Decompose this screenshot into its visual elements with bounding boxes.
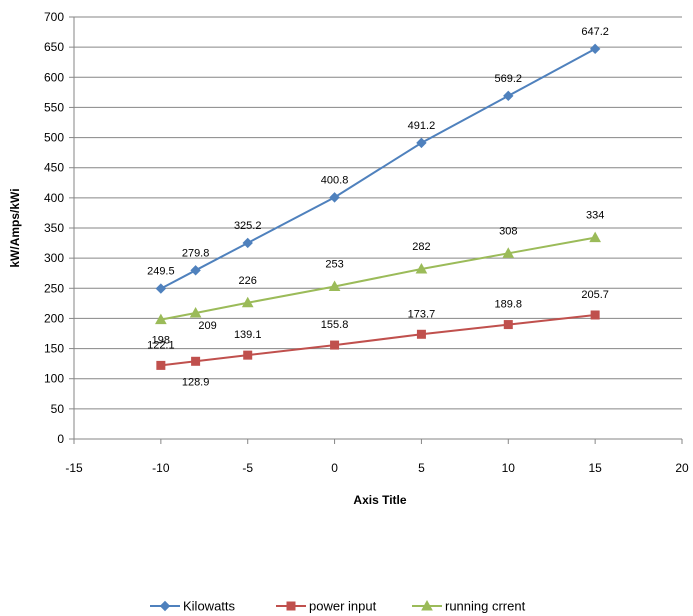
axes (69, 16, 683, 444)
y-tick-label: 500 (44, 131, 64, 145)
data-label: 282 (412, 241, 430, 253)
y-tick-label: 550 (44, 100, 64, 114)
y-tick-label: 400 (44, 191, 64, 205)
data-point (189, 306, 202, 318)
legend-marker (286, 601, 296, 611)
data-point (503, 320, 513, 330)
y-tick-label: 650 (44, 40, 64, 54)
x-tick-label: 0 (331, 461, 338, 475)
data-label: 139.1 (234, 329, 262, 341)
data-label: 569.2 (495, 73, 523, 85)
y-tick-label: 350 (44, 221, 64, 235)
x-tick-label: 15 (588, 461, 602, 475)
y-tick-label: 600 (44, 70, 64, 84)
data-point (155, 313, 167, 325)
data-point (589, 43, 601, 55)
legend: Kilowatts power input running crrent (150, 599, 526, 614)
legend-label: power input (309, 599, 377, 614)
data-point (328, 280, 341, 291)
data-point (415, 262, 428, 274)
y-tick-label: 100 (44, 372, 64, 386)
data-label: 279.8 (182, 247, 210, 259)
legend-item: running crrent (412, 599, 526, 614)
legend-marker (159, 600, 171, 612)
data-label: 189.8 (495, 299, 523, 311)
data-label: 226 (239, 275, 257, 287)
x-axis-title: Axis Title (353, 493, 406, 507)
y-tick-label: 0 (57, 432, 64, 446)
y-tick-label: 300 (44, 251, 64, 265)
data-label: 308 (499, 225, 517, 237)
data-label: 205.7 (581, 289, 609, 301)
data-point (416, 329, 426, 339)
y-tick-label: 200 (44, 311, 64, 325)
series-line-kilowatts (160, 47, 596, 290)
data-label: 155.8 (321, 319, 349, 331)
data-point (241, 296, 254, 308)
legend-label: Kilowatts (183, 599, 236, 614)
legend-item: Kilowatts (150, 599, 236, 614)
data-point (156, 360, 166, 370)
x-tick-label: -5 (242, 461, 253, 475)
data-label: 173.7 (408, 308, 436, 320)
x-tick-label: 20 (675, 461, 689, 475)
x-tick-label: -15 (65, 461, 83, 475)
plot-area (155, 43, 601, 370)
series-line-power-input (160, 313, 596, 367)
y-tick-label: 150 (44, 342, 64, 356)
y-axis-title: kW/Amps/kWi (8, 188, 22, 267)
data-point (502, 247, 515, 258)
data-point (191, 356, 201, 366)
x-tick-label: -10 (152, 461, 170, 475)
data-label: 122.1 (147, 339, 175, 351)
y-tick-label: 450 (44, 161, 64, 175)
data-label: 400.8 (321, 174, 349, 186)
data-point (190, 265, 201, 276)
data-label: 128.9 (182, 376, 210, 388)
gridlines (74, 16, 682, 410)
data-point (329, 192, 340, 203)
data-label: 325.2 (234, 220, 262, 232)
x-tick-label: 10 (502, 461, 516, 475)
legend-label: running crrent (445, 599, 526, 614)
data-label: 253 (325, 258, 343, 270)
data-label: 334 (586, 210, 604, 222)
x-tick-label: 5 (418, 461, 425, 475)
data-labels: 249.5 279.8 325.2 400.8 491.2 569.2 647.2 122.1… (147, 26, 609, 388)
data-point (330, 340, 340, 350)
y-tick-labels: 0 50 100 150 200 250 300 350 400 450 500 550 600 650 7… (44, 10, 64, 446)
data-point (416, 137, 427, 149)
data-label: 198 (152, 335, 170, 347)
y-tick-label: 250 (44, 281, 64, 295)
y-tick-label: 700 (44, 10, 64, 24)
data-point (242, 237, 253, 249)
series-line-running-crrent (160, 236, 596, 321)
y-tick-label: 50 (51, 402, 65, 416)
legend-item: power input (276, 599, 377, 614)
data-point (503, 90, 514, 102)
data-point (590, 310, 600, 320)
data-point (155, 283, 167, 294)
data-label: 491.2 (408, 120, 436, 132)
data-label: 647.2 (581, 26, 609, 38)
data-label: 249.5 (147, 266, 175, 278)
data-label: 209 (198, 320, 216, 332)
x-tick-labels: -15 -10 -5 0 5 10 15 20 (65, 461, 689, 475)
legend-marker (421, 599, 433, 611)
data-point (243, 350, 253, 360)
data-point (589, 231, 601, 243)
